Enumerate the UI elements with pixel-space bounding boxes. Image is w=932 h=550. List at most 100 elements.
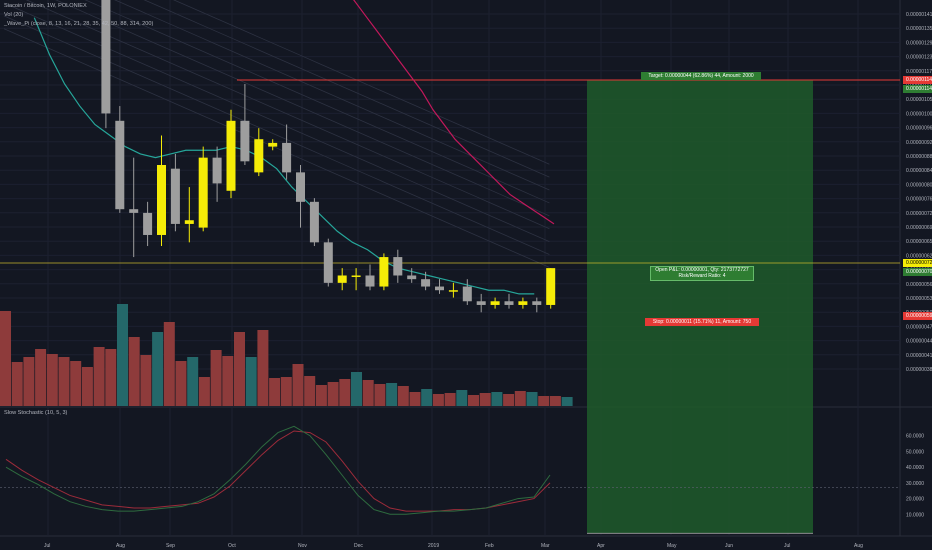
stoch-axis-tick: 10.0000: [906, 512, 924, 518]
price-tag-target-red: 0.00000114: [903, 76, 932, 84]
candle-body: [351, 275, 361, 277]
candle: [448, 282, 458, 298]
volume-bar: [526, 392, 538, 406]
candle-body: [421, 279, 431, 287]
time-axis-tick: Sep: [166, 543, 175, 549]
candle: [296, 165, 305, 228]
candle: [435, 279, 444, 294]
volume-bar: [11, 362, 23, 406]
candle: [101, 0, 111, 129]
stoch-k-line: [5, 425, 551, 515]
open-pnl-text: Open P&L: 0.00000001, Qty: 2173772727: [655, 267, 749, 273]
volume-bar: [93, 347, 105, 406]
candle: [268, 139, 278, 151]
candle: [546, 268, 556, 309]
volume-bar: [351, 372, 362, 406]
volume-indicator-title[interactable]: Vol (20): [4, 12, 24, 18]
candle-body: [476, 301, 486, 305]
volume-bar: [222, 356, 234, 406]
time-axis-tick: Nov: [298, 543, 307, 549]
volume-bar: [432, 394, 444, 406]
time-axis-tick: 2019: [428, 543, 439, 549]
volume-bar: [280, 377, 292, 406]
candle: [532, 297, 542, 313]
price-axis-tick: 0.00000080: [906, 182, 932, 188]
price-axis-tick: 0.00000129: [906, 40, 932, 46]
candle: [198, 146, 208, 232]
price-axis-tick: 0.00000092: [906, 140, 932, 146]
volume-bar: [479, 393, 491, 406]
target-zone: [587, 80, 813, 534]
wave-band: [173, 0, 550, 165]
time-axis-tick: Feb: [485, 543, 494, 549]
time-axis-tick: Dec: [354, 543, 363, 549]
time-axis-tick: May: [667, 543, 677, 549]
candle: [421, 271, 431, 291]
stoch-axis-tick: 50.0000: [906, 449, 924, 455]
candle-body: [309, 201, 319, 243]
volume-bar: [269, 378, 281, 406]
time-axis-tick: Oct: [228, 543, 236, 549]
open-pnl-label[interactable]: Open P&L: 0.00000001, Qty: 2173772727 Ri…: [650, 266, 754, 281]
time-axis-tick: Mar: [541, 543, 550, 549]
volume-bar: [327, 382, 339, 406]
volume-bar: [514, 391, 526, 406]
candle: [170, 153, 180, 232]
time-axis-tick: Aug: [116, 543, 125, 549]
symbol-title[interactable]: Siacoin / Bitcoin, 1W, POLONIEX: [4, 3, 87, 9]
stop-label: Stop: 0.00000011 (15.71%) 11, Amount: 75…: [645, 318, 759, 326]
volume-bar: [152, 332, 164, 406]
volume-bar: [234, 332, 245, 406]
volume-bar: [70, 361, 82, 406]
price-axis-tick: 0.00000141: [906, 12, 932, 18]
price-tag-current: 0.00000072: [903, 259, 932, 267]
wave-band: [3, 15, 550, 255]
candle: [518, 297, 528, 309]
volume-bar: [386, 383, 398, 406]
wave-indicator-title[interactable]: _Wave_Pi (close, 8, 13, 16, 21, 28, 35, …: [4, 21, 154, 27]
price-axis-tick: 0.00000117: [906, 69, 932, 75]
stochastic-title[interactable]: Slow Stochastic (10, 5, 3): [4, 410, 68, 416]
volume-bar: [292, 364, 304, 406]
stoch-axis-tick: 20.0000: [906, 497, 924, 503]
candle: [212, 146, 222, 202]
volume-bar: [503, 394, 515, 406]
price-axis-tick: 0.00000088: [906, 154, 932, 160]
candle-body: [296, 172, 305, 202]
candle: [254, 128, 264, 177]
candle-body: [198, 157, 208, 228]
candle-body: [462, 286, 472, 302]
time-axis-tick: Apr: [597, 543, 605, 549]
volume-bar: [198, 377, 210, 406]
candle: [407, 268, 417, 283]
price-axis-tick: 0.00000053: [906, 296, 932, 302]
candle: [379, 253, 389, 291]
candle-body: [254, 139, 264, 173]
volume-bar: [0, 311, 11, 406]
price-axis-tick: 0.00000096: [906, 126, 932, 132]
volume-bar: [257, 330, 269, 406]
target-label: Target: 0.00000044 (62.86%) 44, Amount: …: [641, 72, 761, 80]
candle: [490, 297, 500, 309]
volume-bar: [549, 396, 561, 406]
candle-body: [365, 275, 375, 287]
volume-bar: [245, 357, 257, 406]
candle: [240, 83, 250, 165]
candle: [323, 238, 333, 287]
wave-band: [55, 0, 550, 217]
candle: [365, 264, 375, 291]
price-tag-entry: 0.00000070: [903, 268, 932, 276]
candle: [337, 268, 347, 291]
candle: [393, 249, 403, 283]
price-axis-tick: 0.00000069: [906, 225, 932, 231]
price-axis-tick: 0.00000044: [906, 339, 932, 345]
volume-bar: [117, 304, 128, 406]
volume-bar: [421, 389, 433, 406]
candle: [157, 135, 166, 247]
volume-bar: [468, 395, 479, 406]
candle: [282, 124, 292, 180]
stoch-axis-tick: 60.0000: [906, 434, 924, 440]
volume-bar: [362, 380, 374, 406]
